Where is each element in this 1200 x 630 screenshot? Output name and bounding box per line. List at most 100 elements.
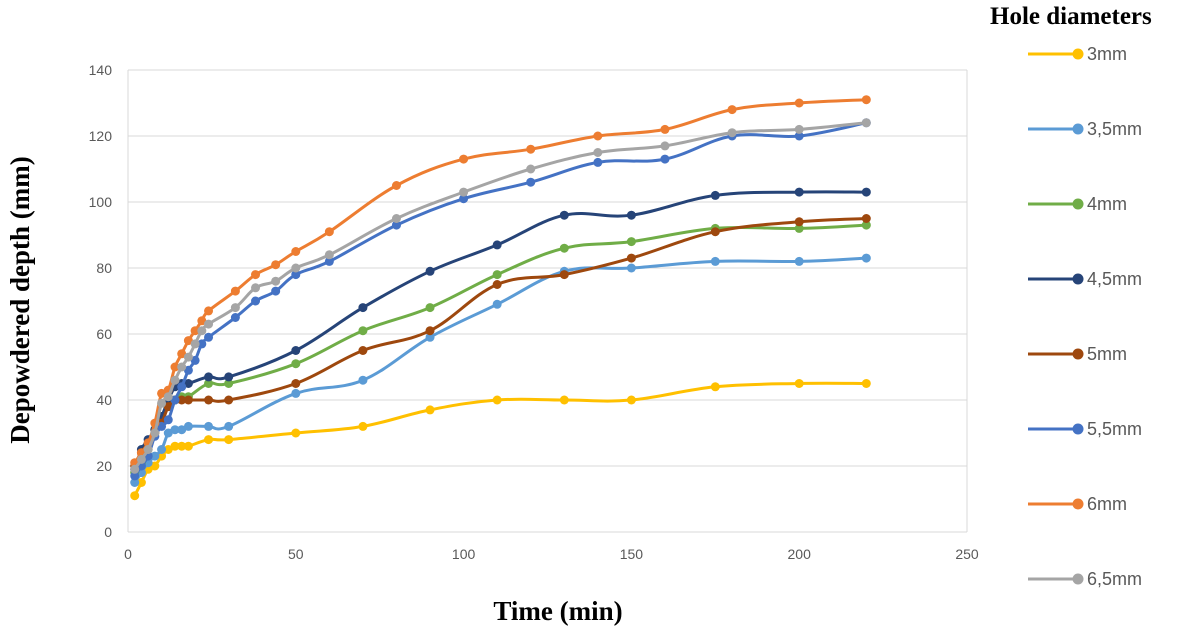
data-point [197, 316, 207, 326]
data-point [183, 441, 193, 451]
data-point [291, 346, 301, 355]
data-point [660, 154, 670, 164]
data-point [136, 478, 146, 487]
data-point [157, 388, 167, 398]
data-point [204, 435, 214, 445]
legend-title: Hole diameters [990, 3, 1152, 30]
data-point [170, 362, 180, 372]
data-point [425, 303, 435, 313]
data-point [163, 392, 173, 402]
legend-item-3mm: 3mm [1028, 44, 1127, 64]
series-group [130, 95, 871, 501]
data-point [204, 372, 214, 382]
data-point [459, 194, 469, 204]
y-tick-label: 140 [89, 62, 113, 78]
legend-label: 3,5mm [1087, 119, 1142, 139]
axes: 0 20 40 60 80 100 120 140 0 50 100 150 200 250 [89, 62, 979, 562]
legend-label: 4mm [1087, 194, 1127, 214]
data-point [130, 491, 140, 501]
data-point [710, 256, 720, 266]
data-point [190, 326, 200, 336]
data-point [204, 395, 214, 405]
series-6-5mm [130, 118, 871, 474]
data-point [861, 118, 871, 128]
data-point [559, 210, 569, 220]
data-point [526, 164, 536, 174]
data-point [183, 395, 193, 405]
data-point [291, 263, 301, 273]
data-point [794, 217, 804, 227]
data-point [626, 263, 636, 273]
data-point [391, 220, 401, 230]
data-point [204, 332, 214, 342]
data-point [163, 445, 173, 454]
data-point [324, 250, 334, 260]
data-point [324, 227, 334, 237]
legend-label: 6,5mm [1087, 569, 1142, 589]
data-point [271, 276, 281, 286]
data-point [794, 124, 804, 134]
legend-swatch-marker [1072, 573, 1084, 585]
data-point [459, 187, 469, 197]
legend-label: 6mm [1087, 494, 1127, 514]
data-point [130, 478, 140, 487]
data-point [861, 187, 871, 197]
data-point [794, 223, 804, 233]
data-point [251, 283, 261, 293]
series-4-5mm [130, 187, 871, 474]
y-tick-label: 0 [104, 524, 112, 540]
data-point [291, 379, 301, 388]
legend-swatch-marker [1072, 273, 1084, 285]
data-point [271, 260, 281, 270]
data-point [358, 375, 368, 385]
data-point [163, 415, 173, 425]
data-point [230, 303, 240, 313]
data-point [183, 352, 193, 362]
data-point [177, 382, 187, 392]
data-point [727, 105, 737, 115]
x-axis-title: Time (min) [493, 596, 622, 626]
series-line-4-5mm [133, 190, 867, 470]
data-point [492, 240, 502, 250]
data-point [660, 141, 670, 151]
data-point [224, 372, 234, 382]
data-point [204, 319, 214, 329]
data-point [727, 128, 737, 138]
data-point [593, 148, 603, 157]
legend-swatch-marker [1072, 123, 1084, 135]
data-point [230, 313, 240, 322]
data-point [559, 270, 569, 280]
data-point [204, 306, 214, 316]
data-point [291, 388, 301, 398]
data-point [291, 359, 301, 369]
data-point [391, 214, 401, 223]
data-point [626, 395, 636, 405]
data-point [177, 395, 187, 405]
data-point [559, 243, 569, 253]
x-tick-label: 250 [955, 546, 979, 562]
y-tick-label: 40 [96, 392, 112, 408]
data-point [425, 332, 435, 342]
x-tick-label: 200 [788, 546, 812, 562]
legend-swatch-marker [1072, 498, 1084, 510]
data-point [136, 454, 146, 464]
data-point [593, 157, 603, 167]
legend-label: 3mm [1087, 44, 1127, 64]
data-point [626, 210, 636, 220]
data-point [459, 154, 469, 164]
data-point [150, 428, 160, 438]
data-point [492, 299, 502, 309]
series-5-5mm [130, 118, 871, 481]
data-point [150, 451, 160, 461]
data-point [425, 266, 435, 276]
legend: Hole diameters 3mm 3,5mm 4mm 4,5mm 5mm 5,5mm 6… [990, 3, 1152, 589]
data-point [710, 227, 720, 237]
series-5mm [130, 214, 871, 471]
legend-swatch-marker [1072, 423, 1084, 435]
series-3mm [130, 379, 871, 501]
data-point [170, 441, 180, 451]
data-point [204, 379, 214, 388]
legend-swatch-marker [1072, 48, 1084, 60]
data-point [177, 425, 187, 435]
